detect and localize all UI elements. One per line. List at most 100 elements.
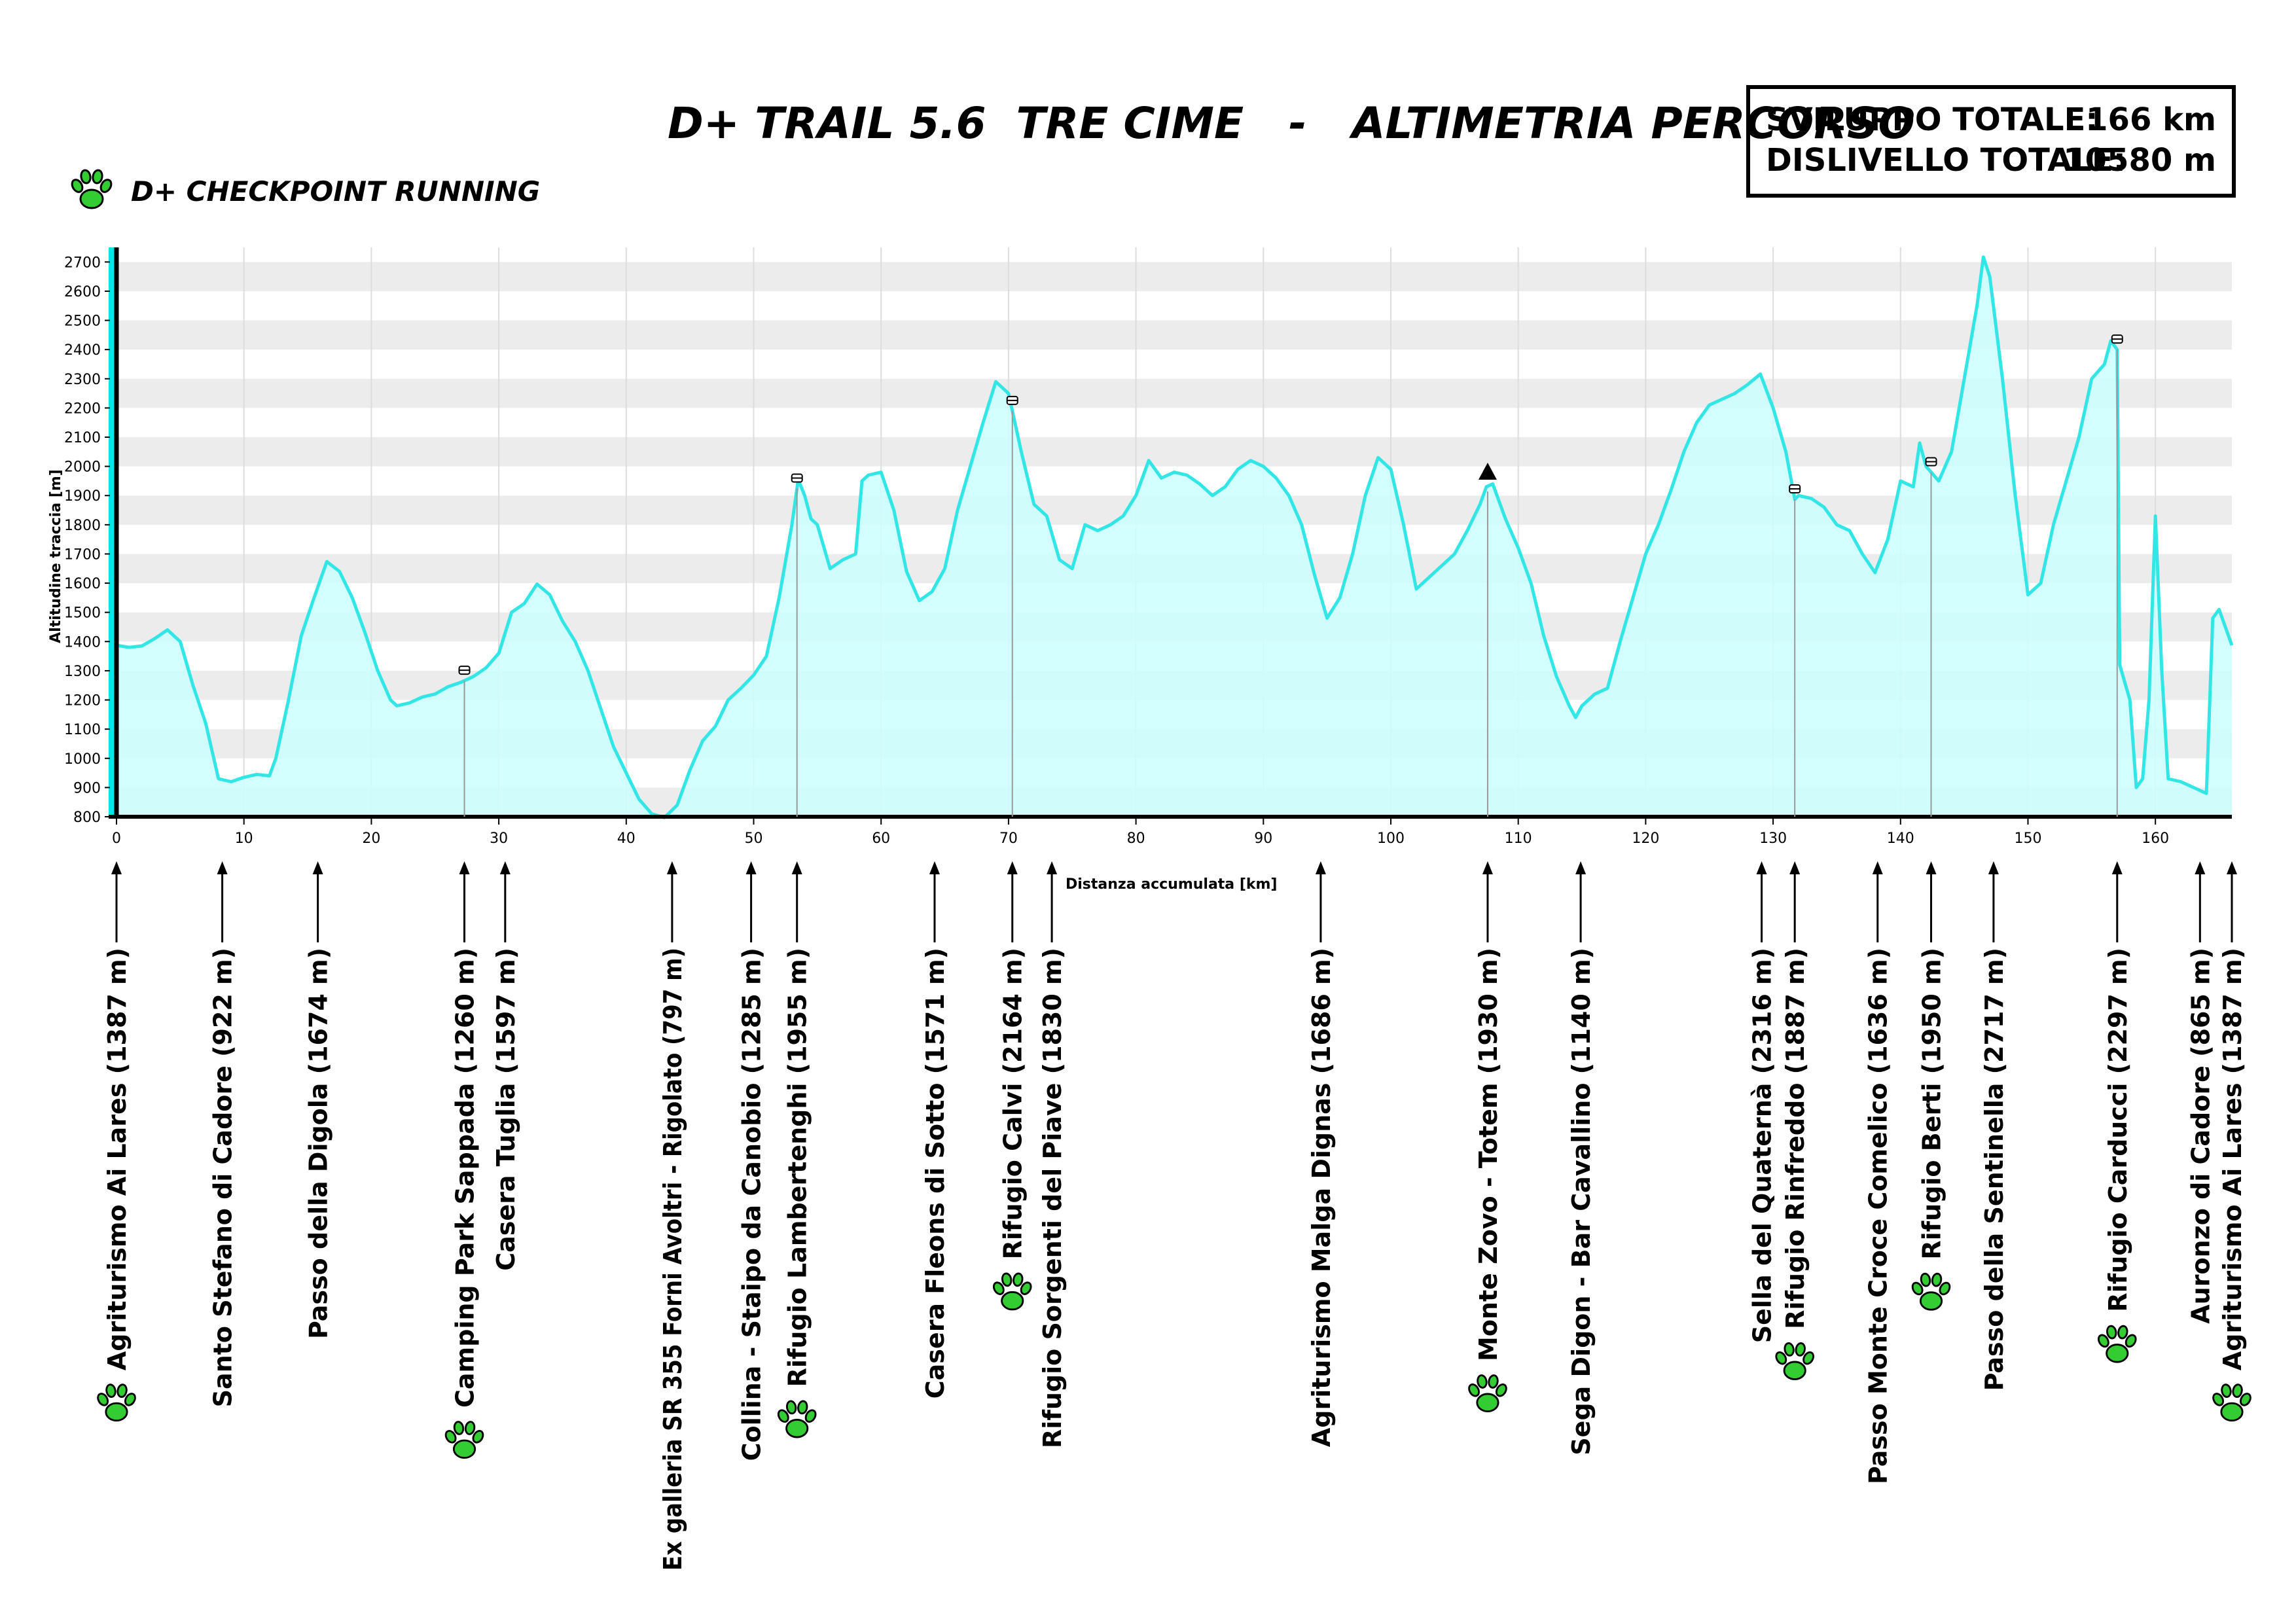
waypoint-label: Ex galleria SR 355 Forni Avoltri - Rigol… xyxy=(658,948,687,1571)
x-axis-label: Distanza accumulata [km] xyxy=(1066,876,1277,893)
checkpoint-paw-icon xyxy=(1468,1374,1507,1413)
total-elevation-value: 10580 m xyxy=(2063,142,2216,179)
hut-icon xyxy=(458,666,471,675)
y-tick-label: 900 xyxy=(73,780,101,796)
waypoint-label: Monte Zovo - Totem (1930 m) xyxy=(1474,948,1503,1361)
waypoint-label: Casera Fleons di Sotto (1571 m) xyxy=(921,948,950,1399)
waypoint-label: Sella del Quaternà (2316 m) xyxy=(1748,948,1777,1343)
x-tick-label: 110 xyxy=(1505,830,1532,847)
waypoint-arrowhead xyxy=(1789,861,1801,874)
waypoint-arrowhead xyxy=(791,861,802,874)
paw-toe xyxy=(777,1409,789,1423)
paw-pad xyxy=(1476,1393,1499,1413)
waypoint-arrowhead xyxy=(745,861,757,874)
paw-toe xyxy=(2125,1334,2137,1348)
waypoint-arrowhead xyxy=(312,861,323,874)
checkpoint-paw-icon xyxy=(777,1400,817,1438)
waypoint-label: Collina - Staipo da Canobio (1285 m) xyxy=(738,948,766,1461)
x-tick-label: 60 xyxy=(872,830,890,847)
paw-print-icon xyxy=(71,169,113,209)
paw-toe xyxy=(1803,1351,1814,1365)
waypoint-label: Rifugio Lambertenghi (1955 m) xyxy=(783,948,812,1387)
y-tick-label: 1500 xyxy=(64,605,101,622)
grid-band xyxy=(117,262,2232,291)
paw-toe xyxy=(1495,1383,1507,1397)
hut-icon xyxy=(1789,484,1801,494)
y-tick-label: 2000 xyxy=(64,459,101,476)
paw-toe xyxy=(464,1421,476,1435)
y-tick-label: 2300 xyxy=(64,372,101,388)
waypoint-label: Santo Stefano di Cadore (922 m) xyxy=(209,948,238,1407)
x-tick-label: 30 xyxy=(490,830,508,847)
summit-icon xyxy=(1478,462,1497,480)
waypoint-arrowhead xyxy=(217,861,228,874)
waypoint-arrowhead xyxy=(2111,861,2123,874)
paw-pad xyxy=(1919,1291,1943,1311)
legend-label: D+ CHECKPOINT RUNNING xyxy=(131,175,541,207)
y-tick-label: 1200 xyxy=(64,693,101,709)
paw-toe xyxy=(1795,1342,1806,1357)
y-tick-label: 1100 xyxy=(64,722,101,738)
hut-icon xyxy=(1925,457,1937,467)
x-tick-label: 70 xyxy=(999,830,1018,847)
paw-pad xyxy=(785,1418,809,1438)
grid-band xyxy=(117,291,2232,321)
paw-toe xyxy=(105,1383,117,1398)
hut-icon xyxy=(1006,395,1018,405)
grid-band xyxy=(117,437,2232,467)
waypoint-arrowhead xyxy=(499,861,511,874)
paw-toe xyxy=(804,1409,817,1423)
paw-toe xyxy=(1920,1272,1931,1287)
paw-toe xyxy=(2212,1393,2224,1406)
waypoint-label: Agriturismo Ai Lares (1387 m) xyxy=(2218,948,2247,1370)
waypoint-label: Rifugio Berti (1950 m) xyxy=(1918,948,1946,1260)
waypoint-label: Rifugio Calvi (2164 m) xyxy=(999,948,1028,1259)
paw-toe xyxy=(1931,1272,1943,1287)
y-tick-label: 800 xyxy=(73,810,101,826)
paw-toe xyxy=(444,1430,457,1444)
checkpoint-paw-icon xyxy=(2097,1325,2137,1363)
waypoint-label: Passo della Digola (1674 m) xyxy=(304,948,333,1339)
grid-band xyxy=(117,349,2232,379)
x-tick-label: 40 xyxy=(617,830,636,847)
paw-toe xyxy=(2232,1383,2243,1398)
paw-toe xyxy=(2106,1325,2117,1340)
waypoint-arrowhead xyxy=(1575,861,1587,874)
paw-toe xyxy=(1001,1272,1013,1287)
y-tick-label: 1600 xyxy=(64,576,101,592)
paw-toe xyxy=(2097,1334,2109,1348)
waypoint-label: Casera Tuglia (1597 m) xyxy=(492,948,520,1271)
waypoint-arrowhead xyxy=(929,861,940,874)
y-tick-label: 1900 xyxy=(64,488,101,505)
paw-pad xyxy=(1783,1361,1806,1380)
paw-pad xyxy=(452,1439,476,1459)
waypoint-arrowhead xyxy=(1007,861,1018,874)
x-tick-label: 20 xyxy=(362,830,380,847)
stats-box: SVILUPPO TOTALE: 166 km DISLIVELLO TOTAL… xyxy=(1746,85,2236,198)
grid-band xyxy=(117,320,2232,350)
waypoint-arrowhead xyxy=(1315,861,1326,874)
paw-toe xyxy=(992,1281,1005,1295)
y-tick-label: 1400 xyxy=(64,634,101,651)
y-axis-label: Altitudine traccia [m] xyxy=(48,469,64,643)
y-tick-label: 2500 xyxy=(64,313,101,330)
waypoint-arrowhead xyxy=(1988,861,1999,874)
hut-icon xyxy=(2111,334,2123,344)
checkpoint-paw-icon xyxy=(444,1421,484,1459)
x-tick-label: 50 xyxy=(744,830,762,847)
waypoint-arrowhead xyxy=(1482,861,1493,874)
grid-band xyxy=(117,408,2232,437)
paw-toe xyxy=(2117,1325,2128,1340)
paw-toe xyxy=(797,1400,808,1415)
checkpoint-paw-icon xyxy=(97,1383,136,1422)
elevation-line xyxy=(116,255,2234,819)
paw-toe xyxy=(97,1393,109,1406)
paw-toe xyxy=(1013,1272,1024,1287)
waypoint-arrowhead xyxy=(459,861,470,874)
y-tick-label: 1700 xyxy=(64,546,101,563)
waypoint-arrowhead xyxy=(1047,861,1058,874)
paw-toe xyxy=(1468,1383,1480,1397)
paw-toe xyxy=(1911,1281,1924,1296)
y-tick-label: 1000 xyxy=(64,751,101,768)
